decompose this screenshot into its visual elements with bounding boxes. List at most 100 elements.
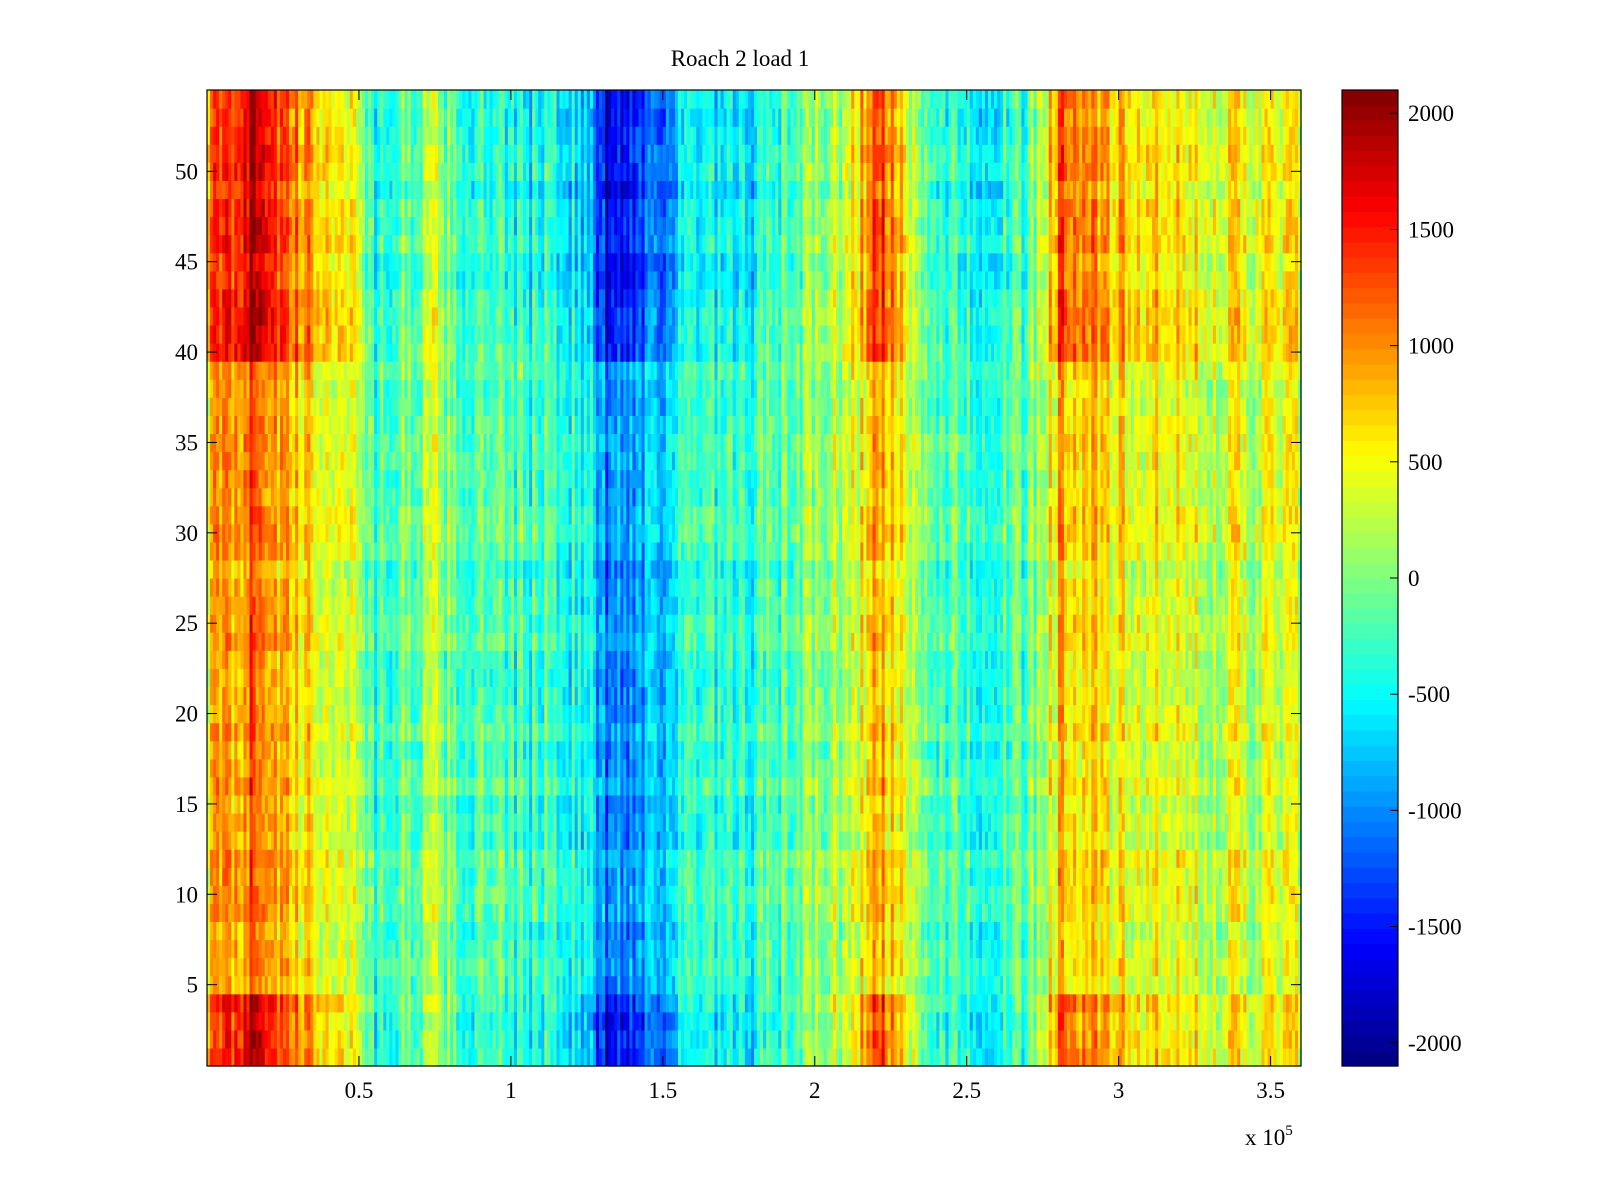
heatmap-cell bbox=[1288, 939, 1293, 959]
heatmap-cell bbox=[507, 939, 512, 959]
heatmap-cell bbox=[972, 1047, 977, 1067]
heatmap-cell bbox=[231, 1011, 235, 1031]
heatmap-cell bbox=[747, 975, 752, 995]
heatmap-cell bbox=[1231, 993, 1235, 1013]
heatmap-cell bbox=[614, 939, 618, 959]
heatmap-cell bbox=[799, 1047, 804, 1067]
heatmap-cell bbox=[741, 975, 746, 995]
heatmap-cell bbox=[781, 1029, 785, 1049]
heatmap-cell bbox=[574, 993, 579, 1013]
heatmap-cell bbox=[574, 921, 579, 941]
heatmap-cell bbox=[434, 993, 439, 1013]
heatmap-cell bbox=[1039, 1011, 1044, 1031]
heatmap-cell bbox=[1182, 1011, 1187, 1031]
heatmap-cell bbox=[787, 975, 792, 995]
heatmap-cell bbox=[1057, 939, 1062, 959]
heatmap-cell bbox=[1182, 1029, 1187, 1049]
heatmap-cell bbox=[784, 939, 789, 959]
heatmap-cell bbox=[349, 993, 354, 1013]
heatmap-cell bbox=[1085, 993, 1089, 1013]
heatmap-cell bbox=[377, 921, 381, 941]
heatmap-cell bbox=[908, 1011, 913, 1031]
heatmap-cell bbox=[325, 939, 330, 959]
heatmap-cell bbox=[298, 1011, 302, 1031]
heatmap-cell bbox=[1109, 975, 1114, 995]
heatmap-cell bbox=[833, 975, 837, 995]
heatmap-cell bbox=[975, 1029, 980, 1049]
heatmap-cell bbox=[413, 921, 418, 941]
heatmap-cell bbox=[1082, 975, 1086, 995]
heatmap-cell bbox=[395, 921, 400, 941]
heatmap-cell bbox=[507, 1011, 512, 1031]
heatmap-cell bbox=[1100, 1011, 1105, 1031]
heatmap-cell bbox=[489, 957, 494, 977]
heatmap-cell bbox=[1279, 957, 1284, 977]
heatmap-cell bbox=[282, 939, 287, 959]
heatmap-cell bbox=[1297, 939, 1302, 959]
heatmap-cell bbox=[966, 1011, 971, 1031]
heatmap-cell bbox=[492, 1011, 497, 1031]
heatmap-cell bbox=[416, 1029, 421, 1049]
heatmap-cell bbox=[826, 1029, 831, 1049]
heatmap-cell bbox=[839, 975, 843, 995]
heatmap-cell bbox=[434, 975, 439, 995]
heatmap-cell bbox=[939, 1011, 944, 1031]
heatmap-cell bbox=[286, 957, 290, 977]
heatmap-cell bbox=[602, 957, 606, 977]
heatmap-cell bbox=[650, 1011, 655, 1031]
heatmap-cell bbox=[325, 1029, 330, 1049]
heatmap-cell bbox=[1127, 993, 1132, 1013]
heatmap-cell bbox=[981, 975, 986, 995]
heatmap-cell bbox=[1136, 1047, 1141, 1067]
heatmap-cell bbox=[699, 1011, 703, 1031]
heatmap-cell bbox=[243, 975, 248, 995]
heatmap-cell bbox=[216, 921, 220, 941]
heatmap-cell bbox=[377, 1029, 381, 1049]
heatmap-cell bbox=[687, 1011, 691, 1031]
heatmap-cell bbox=[228, 1047, 232, 1067]
heatmap-cell bbox=[428, 1029, 433, 1049]
heatmap-cell bbox=[331, 939, 336, 959]
heatmap-cell bbox=[1136, 993, 1141, 1013]
heatmap-cell bbox=[222, 993, 226, 1013]
heatmap-cell bbox=[1130, 1029, 1135, 1049]
heatmap-cell bbox=[1264, 1047, 1269, 1067]
heatmap-cell bbox=[1258, 939, 1263, 959]
heatmap-cell bbox=[365, 957, 369, 977]
heatmap-cell bbox=[410, 1029, 415, 1049]
heatmap-cell bbox=[413, 957, 418, 977]
heatmap-cell bbox=[365, 921, 369, 941]
heatmap-cell bbox=[374, 1029, 378, 1049]
heatmap-cell bbox=[784, 957, 789, 977]
heatmap-cell bbox=[623, 1011, 627, 1031]
heatmap-cell bbox=[1170, 1011, 1174, 1031]
heatmap-cell bbox=[602, 975, 606, 995]
heatmap-cell bbox=[1100, 993, 1105, 1013]
heatmap-cell bbox=[216, 1047, 220, 1067]
heatmap-cell bbox=[261, 1011, 266, 1031]
heatmap-cell bbox=[757, 975, 761, 995]
heatmap-cell bbox=[389, 957, 393, 977]
heatmap-cell bbox=[717, 939, 722, 959]
heatmap-cell bbox=[942, 1029, 947, 1049]
heatmap-cell bbox=[954, 1011, 959, 1031]
heatmap-cell bbox=[735, 975, 740, 995]
heatmap-cell bbox=[510, 921, 515, 941]
heatmap-cell bbox=[401, 1047, 406, 1067]
heatmap-cell bbox=[1288, 993, 1293, 1013]
heatmap-cell bbox=[480, 975, 485, 995]
heatmap-cell bbox=[896, 1029, 901, 1049]
heatmap-cell bbox=[304, 921, 308, 941]
heatmap-cell bbox=[823, 1047, 828, 1067]
heatmap-cell bbox=[346, 1029, 351, 1049]
heatmap-cell bbox=[343, 993, 348, 1013]
heatmap-cell bbox=[741, 1011, 746, 1031]
heatmap-cell bbox=[671, 939, 676, 959]
heatmap-cell bbox=[975, 939, 980, 959]
heatmap-cell bbox=[608, 993, 612, 1013]
heatmap-cell bbox=[207, 1029, 211, 1049]
heatmap-cell bbox=[820, 993, 825, 1013]
heatmap-cell bbox=[1221, 939, 1226, 959]
heatmap-cell bbox=[1063, 975, 1068, 995]
heatmap-cell bbox=[711, 957, 716, 977]
